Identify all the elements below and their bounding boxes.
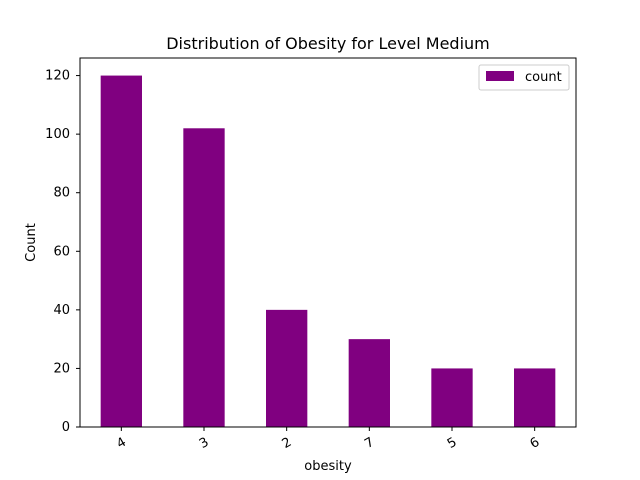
- legend: count: [478, 64, 570, 91]
- bar-7: [348, 339, 390, 427]
- bar-3: [183, 128, 225, 428]
- x-tick-label-6: 6: [528, 435, 543, 452]
- y-tick-label-80: 80: [53, 186, 70, 201]
- bar-6: [514, 368, 556, 427]
- x-tick-label-5: 5: [445, 435, 460, 452]
- bars-group: [100, 75, 556, 428]
- y-tick-label-120: 120: [45, 69, 70, 84]
- y-axis-label: Count: [24, 223, 39, 262]
- y-tick-label-20: 20: [53, 361, 70, 376]
- x-tick-label-4: 4: [114, 435, 129, 452]
- bar-4: [100, 75, 142, 427]
- x-tick-label-3: 3: [197, 435, 212, 452]
- chart-title: Distribution of Obesity for Level Medium: [166, 34, 490, 53]
- y-tick-label-0: 0: [62, 420, 70, 435]
- legend-swatch: [486, 71, 514, 81]
- bar-5: [431, 368, 473, 427]
- legend-label: count: [525, 70, 562, 85]
- x-axis-label: obesity: [304, 459, 352, 474]
- x-tick-label-2: 2: [280, 435, 295, 452]
- y-tick-label-60: 60: [53, 244, 70, 259]
- x-axis: 4 3 2 7 5 6: [114, 427, 542, 452]
- x-tick-label-7: 7: [362, 435, 377, 452]
- plot-frame: [79, 57, 577, 428]
- y-axis: 0 20 40 60 80 100 120: [45, 69, 80, 435]
- y-tick-label-40: 40: [53, 303, 70, 318]
- bar-2: [266, 309, 308, 427]
- y-tick-label-100: 100: [45, 127, 70, 142]
